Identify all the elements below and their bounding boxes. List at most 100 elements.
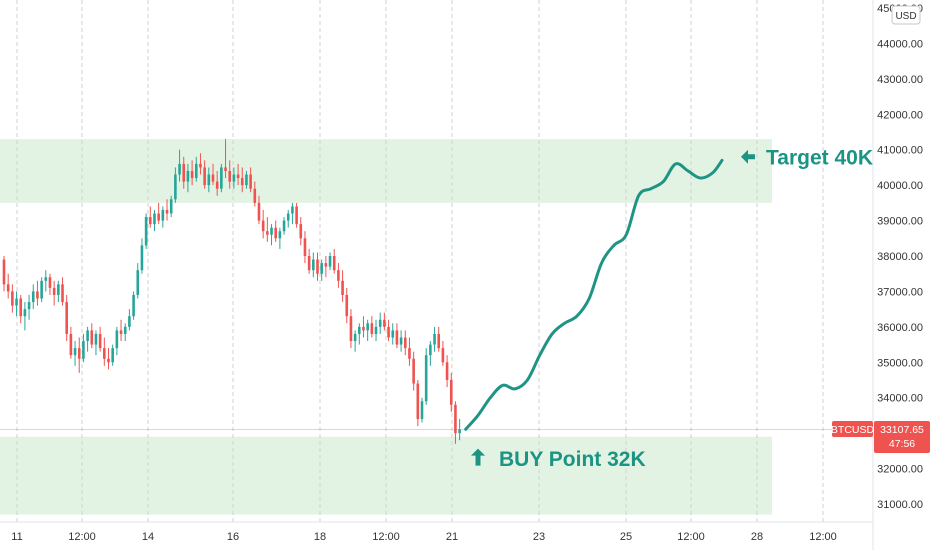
candle-body (445, 362, 449, 380)
candle-body (454, 404, 457, 434)
arrow-up-icon (471, 448, 485, 466)
candle-body (320, 263, 323, 274)
candle-body (303, 238, 307, 256)
candle-body (23, 309, 27, 317)
time-tick-label: 23 (533, 531, 545, 543)
candle-body (374, 326, 378, 334)
candle-body (186, 170, 190, 182)
price-tick-label: 44000.00 (877, 38, 923, 50)
candle-body (353, 333, 357, 342)
candle-body (224, 167, 227, 171)
time-tick-label: 12:00 (809, 531, 837, 543)
candle-body (107, 358, 110, 363)
candle-body (149, 217, 152, 225)
candle-body (349, 316, 353, 342)
price-tick-label: 35000.00 (877, 357, 923, 369)
candle-body (437, 333, 441, 349)
candle-body (282, 220, 286, 232)
time-tick-label: 25 (620, 531, 632, 543)
candle-body (236, 174, 240, 179)
candle-body (312, 259, 315, 271)
candle-body (157, 213, 160, 221)
candle-body (412, 358, 415, 384)
candle-body (77, 348, 81, 359)
candle-body (366, 323, 369, 331)
currency-badge[interactable]: USD (891, 5, 921, 25)
time-tick-label: 11 (11, 531, 22, 543)
candle-body (245, 174, 248, 186)
time-tick-label: 12:00 (677, 531, 705, 543)
candle-body (19, 298, 23, 317)
candle-body (424, 355, 428, 402)
candle-body (31, 291, 35, 303)
price-tick-label: 40000.00 (877, 180, 923, 192)
candle-body (291, 206, 294, 214)
bar-countdown: 47:56 (889, 438, 915, 450)
candle-body (82, 341, 85, 359)
candle-body (441, 348, 445, 363)
candle-body (48, 277, 52, 288)
candle-body (115, 330, 119, 349)
price-tick-label: 43000.00 (877, 74, 923, 86)
candle-body (207, 174, 211, 186)
candle-body (449, 380, 453, 405)
time-tick-label: 18 (314, 531, 326, 543)
time-tick-label: 12:00 (68, 531, 96, 543)
candle-body (52, 287, 56, 295)
price-tick-label: 37000.00 (877, 286, 923, 298)
price-tick-label: 42000.00 (877, 109, 923, 121)
candle-body (403, 337, 407, 349)
candle-body (61, 284, 64, 303)
candle-body (324, 263, 328, 267)
candle-body (433, 333, 436, 345)
candle-body (220, 167, 223, 189)
time-tick-label: 21 (446, 531, 458, 543)
candle-body (286, 213, 290, 221)
candle-body (27, 302, 31, 310)
time-axis[interactable]: 11 12:00 14 16 18 12:00 21 23 25 12:00 28 12:00 (0, 521, 873, 543)
candle-body (40, 280, 43, 299)
price-tick-label: 34000.00 (877, 393, 923, 405)
candle-body (257, 202, 261, 221)
candle-body (44, 277, 48, 281)
candle-body (420, 401, 424, 419)
candle-body (174, 174, 177, 200)
price-axis[interactable]: 31000.0032000.0033000.0034000.0035000.00… (872, 0, 932, 550)
candle-body (153, 213, 156, 225)
arrow-left-icon (741, 149, 755, 164)
candle-body (278, 231, 282, 239)
last-price-value: 33107.65 (880, 424, 924, 436)
target-label: Target 40K (766, 146, 873, 169)
candle-body (15, 298, 18, 306)
candlestick-series (2, 139, 461, 444)
candle-body (178, 163, 181, 175)
price-tick-label: 38000.00 (877, 251, 923, 263)
candle-body (362, 326, 365, 331)
candle-body (123, 326, 127, 334)
price-tick-label: 36000.00 (877, 322, 923, 334)
candle-body (65, 302, 68, 334)
candle-body (383, 319, 386, 327)
candle-body (94, 333, 98, 345)
candle-body (307, 256, 311, 271)
candle-body (165, 209, 169, 214)
candle-body (111, 348, 114, 363)
candle-body (203, 167, 206, 186)
candle-body (232, 174, 236, 182)
time-tick-label: 14 (142, 531, 154, 543)
time-tick-label: 28 (751, 531, 763, 543)
candle-body (328, 256, 332, 267)
candle-body (136, 270, 140, 295)
target-annotation: Target 40K (741, 146, 873, 169)
candle-body (119, 330, 123, 334)
candle-body (408, 348, 411, 359)
candle-body (295, 206, 298, 225)
last-price-tag: BTCUSD 33107.65 47:56 (831, 421, 930, 453)
candle-body (332, 256, 336, 271)
candle-body (228, 170, 232, 182)
candle-body (190, 170, 194, 179)
candle-body (370, 323, 374, 334)
candle-body (458, 429, 461, 434)
candle-body (169, 199, 173, 214)
